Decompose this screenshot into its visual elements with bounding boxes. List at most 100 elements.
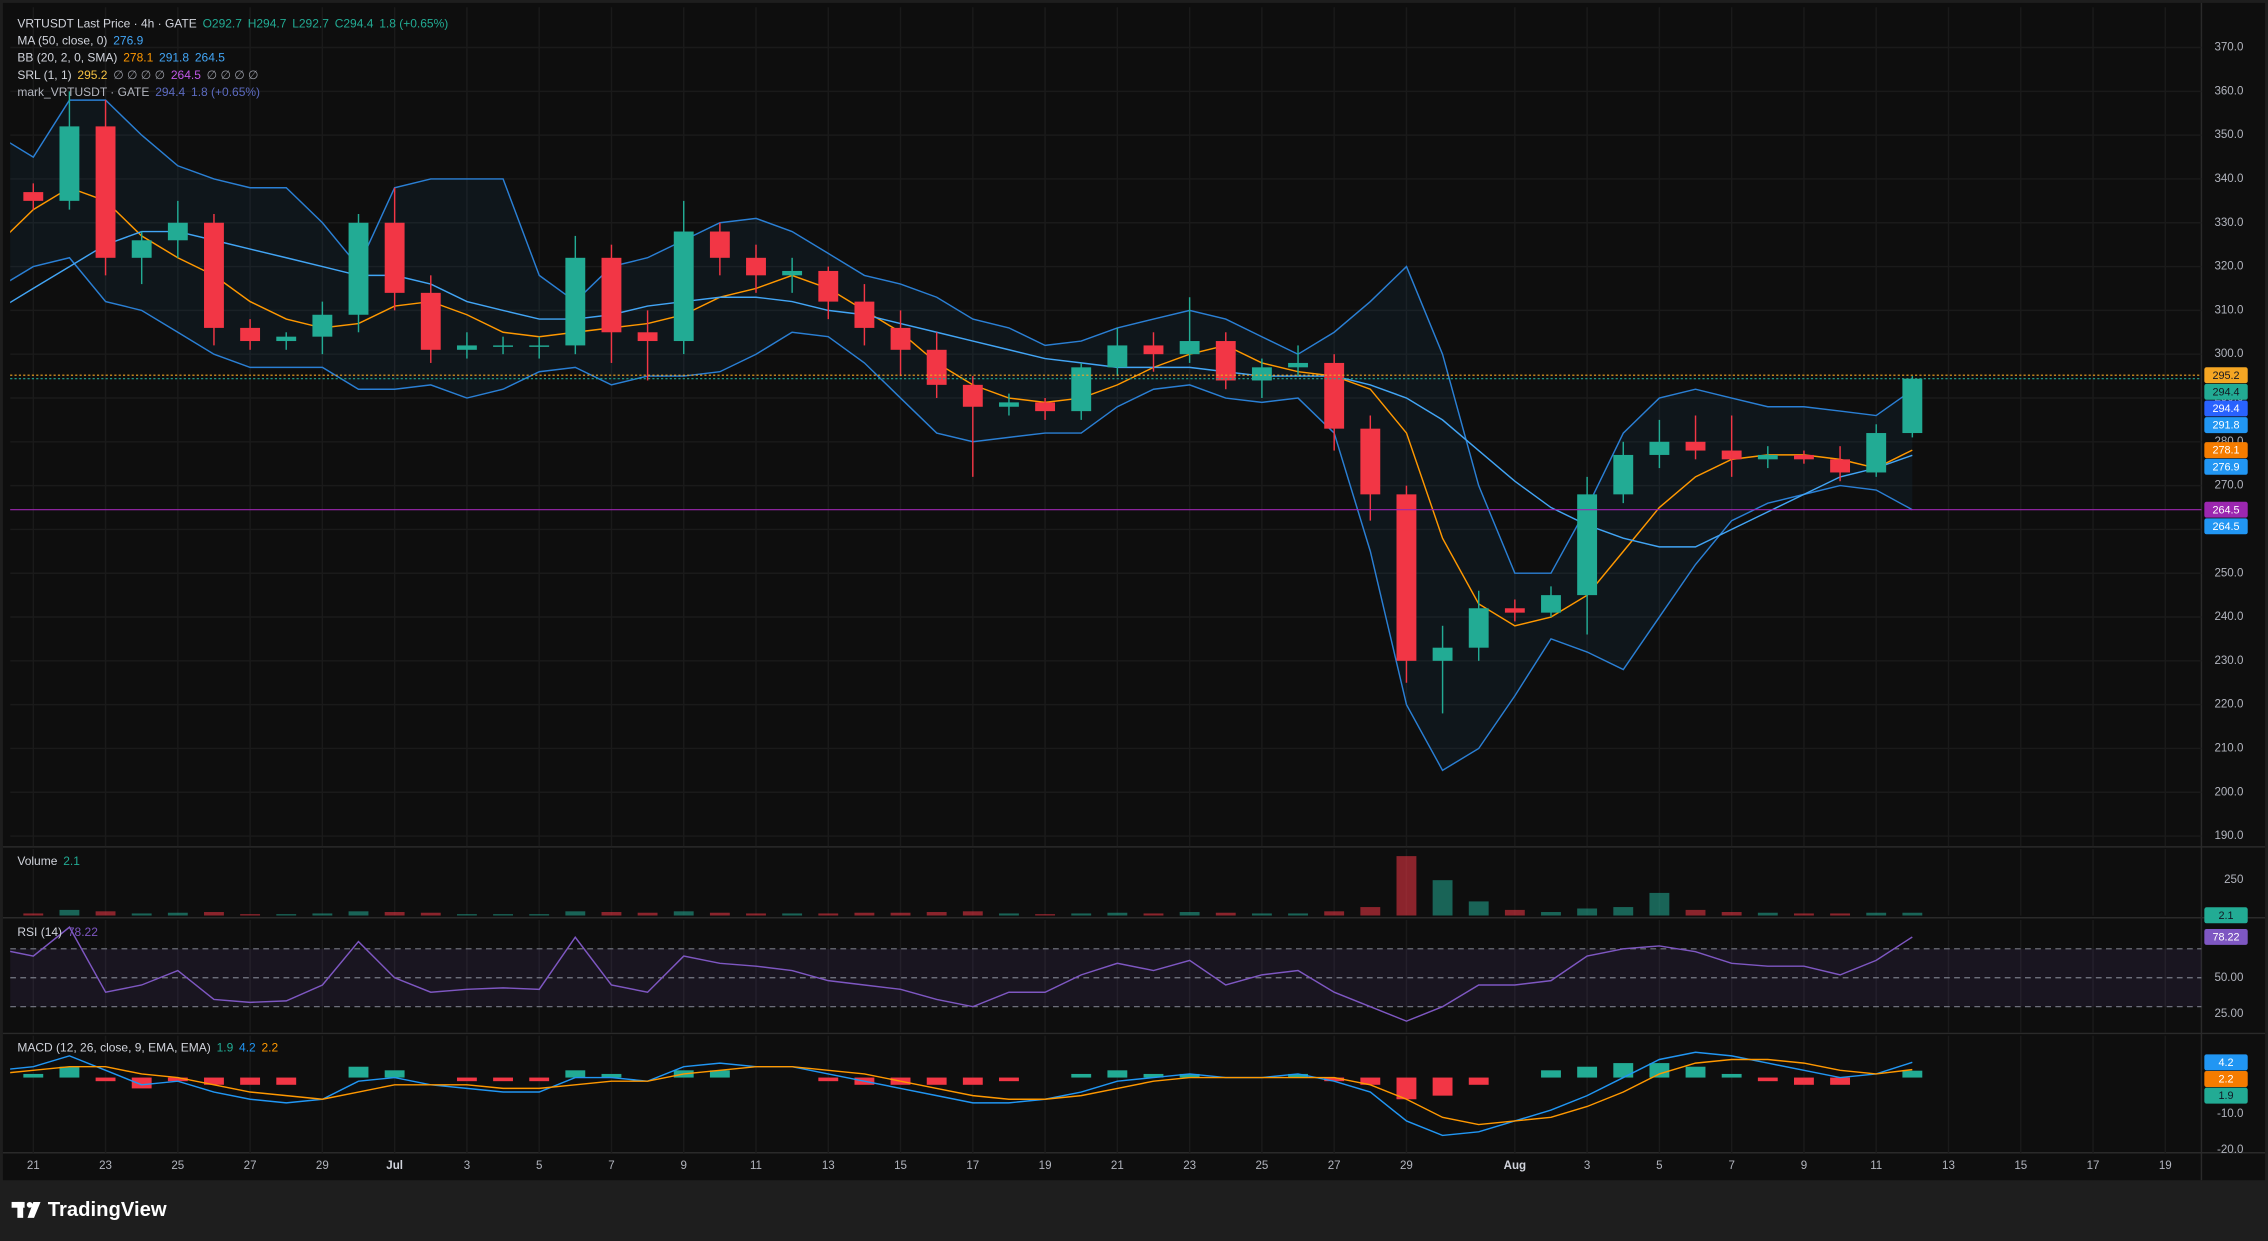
- histogram-bar: [1541, 1070, 1561, 1078]
- histogram-bar: [601, 1073, 622, 1078]
- price-tag: [2204, 1054, 2248, 1071]
- candle-body: [167, 222, 188, 241]
- volume-bar: [59, 909, 80, 916]
- candle-body: [1468, 608, 1489, 648]
- band-fill: [10, 100, 1913, 771]
- candle-body: [1721, 450, 1742, 460]
- x-tick-label: 25: [1255, 1160, 1268, 1172]
- y-tick-label: 210.0: [2214, 743, 2243, 755]
- volume-bar: [854, 912, 875, 916]
- legend-item: H294.7: [248, 17, 287, 31]
- volume-bar: [420, 912, 441, 916]
- histogram-bar: [456, 1077, 477, 1082]
- legend-item: O292.7: [203, 17, 243, 31]
- histogram-bar: [1830, 1077, 1851, 1085]
- x-tick-label: 15: [894, 1160, 907, 1172]
- candle-body: [1613, 454, 1634, 495]
- volume-bar: [1613, 907, 1634, 916]
- legend-item: 295.2: [77, 68, 107, 82]
- y-tick-label: 230.0: [2214, 655, 2243, 667]
- histogram-bar: [59, 1066, 80, 1078]
- price-tag-label: 264.5: [2212, 504, 2239, 516]
- histogram-bar: [709, 1070, 730, 1078]
- price-tag: [2204, 383, 2248, 400]
- candle-body: [673, 231, 694, 342]
- price-tag: [2204, 518, 2248, 535]
- volume-bar: [601, 912, 622, 916]
- rsi-line: [10, 926, 1913, 1022]
- price-tag-label: 291.8: [2212, 420, 2239, 432]
- price-tag: [2204, 417, 2248, 434]
- candle-body: [456, 345, 477, 350]
- candle-body: [240, 327, 261, 342]
- legend-item: 4.2: [239, 1041, 256, 1055]
- volume-bar: [1577, 908, 1598, 916]
- candle-body: [493, 345, 513, 347]
- x-tick-label: 11: [750, 1160, 762, 1172]
- price-tag-label: 264.5: [2212, 521, 2239, 533]
- volume-bar: [1396, 856, 1417, 916]
- volume-bar: [1541, 912, 1561, 916]
- y-tick-label: 350.0: [2214, 129, 2243, 141]
- volume-bar: [384, 912, 405, 916]
- price-tag-label: 278.1: [2212, 445, 2239, 457]
- histogram-bar: [1179, 1073, 1200, 1078]
- x-tick-label: 27: [244, 1160, 257, 1172]
- x-tick-label: 17: [2087, 1160, 2100, 1172]
- band-lower: [10, 256, 1913, 772]
- volume-bar: [1251, 913, 1272, 916]
- candle-body: [1143, 345, 1164, 355]
- pane: [23, 856, 1923, 916]
- legend-line: MACD (12, 26, close, 9, EMA, EMA) 1.9 4.2 2…: [17, 1041, 278, 1055]
- legend-item: 264.5: [171, 68, 201, 82]
- candle-body: [348, 222, 369, 315]
- y-tick-label: -20.0: [2217, 1144, 2243, 1156]
- volume-bar: [529, 914, 550, 916]
- legend-item: L292.7: [292, 17, 329, 31]
- histogram-bar: [1468, 1077, 1489, 1085]
- legend-item: 2.2: [262, 1041, 279, 1055]
- candle-body: [1902, 378, 1923, 434]
- x-tick-label: 29: [1400, 1160, 1413, 1172]
- candle-body: [1685, 441, 1706, 451]
- candle-body: [1541, 595, 1561, 613]
- volume-bar: [746, 913, 766, 916]
- x-tick-label: 3: [464, 1160, 470, 1172]
- candle-body: [131, 240, 152, 258]
- volume-bar: [1757, 912, 1778, 916]
- y-tick-label: 25.00: [2214, 1008, 2243, 1020]
- candle-body: [818, 270, 839, 302]
- candle-body: [1830, 459, 1851, 473]
- histogram-bar: [1685, 1066, 1706, 1078]
- volume-bar: [673, 911, 694, 916]
- candle-body: [1215, 341, 1236, 381]
- histogram-bar: [131, 1077, 152, 1089]
- legend-item: 1.9: [217, 1041, 234, 1055]
- volume-bar: [1035, 914, 1056, 916]
- volume-bar: [1143, 913, 1164, 916]
- x-tick-label: 21: [27, 1160, 40, 1172]
- y-tick-label: 300.0: [2214, 348, 2243, 360]
- volume-bar: [1902, 912, 1923, 916]
- volume-bar: [1504, 909, 1525, 916]
- volume-bar: [1866, 912, 1887, 916]
- candle-body: [23, 192, 44, 201]
- histogram-bar: [999, 1077, 1019, 1082]
- candle-body: [1866, 433, 1887, 473]
- histogram-bar: [1396, 1077, 1417, 1100]
- legend-item: C294.4: [335, 17, 374, 31]
- volume-bar: [1215, 912, 1236, 916]
- volume-bar: [456, 914, 477, 916]
- candle-body: [962, 384, 983, 407]
- candle-body: [926, 349, 947, 385]
- volume-bar: [1324, 911, 1345, 916]
- x-tick-label: 7: [608, 1160, 614, 1172]
- volume-bar: [1685, 909, 1706, 916]
- histogram-bar: [23, 1073, 44, 1078]
- legend-item: SRL (1, 1): [17, 68, 71, 82]
- histogram-bar: [962, 1077, 983, 1085]
- volume-bar: [709, 912, 730, 916]
- x-tick-label: 5: [536, 1160, 542, 1172]
- volume-bar: [1468, 901, 1489, 916]
- legend-item: 294.4: [155, 85, 185, 99]
